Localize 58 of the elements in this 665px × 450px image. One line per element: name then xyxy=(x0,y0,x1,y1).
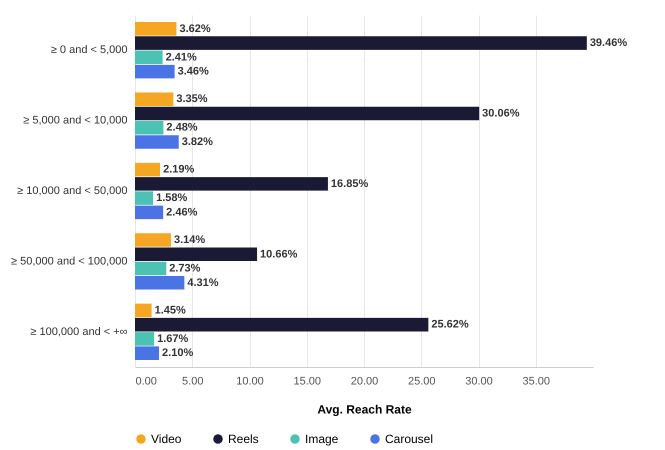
legend-label: Reels xyxy=(228,432,259,446)
x-tick-label: 10.00 xyxy=(236,376,264,388)
data-label: 1.45% xyxy=(154,304,186,316)
y-tick-label: ≥ 50,000 and < 100,000 xyxy=(11,255,128,268)
data-label: 2.19% xyxy=(163,164,194,176)
x-tick-label: 20.00 xyxy=(350,376,378,388)
y-tick-label: ≥ 10,000 and < 50,000 xyxy=(17,185,128,197)
bar xyxy=(135,50,163,64)
bar xyxy=(135,64,175,78)
x-tick-label: 30.00 xyxy=(465,376,493,388)
x-axis-title: Avg. Reach Rate xyxy=(317,402,412,416)
data-label: 30.06% xyxy=(482,107,520,120)
data-label: 3.46% xyxy=(178,66,210,78)
bar xyxy=(135,22,176,36)
data-label: 1.58% xyxy=(156,192,188,204)
data-label: 10.66% xyxy=(260,248,298,260)
data-label: 3.62% xyxy=(179,22,211,35)
bar xyxy=(135,276,184,290)
bar xyxy=(135,233,171,247)
data-label: 16.85% xyxy=(330,178,368,190)
data-label: 3.35% xyxy=(176,93,208,106)
y-tick-label: ≥ 5,000 and < 10,000 xyxy=(23,114,128,127)
y-tick-label: ≥ 100,000 and < +∞ xyxy=(30,326,128,338)
legend-label: Carousel xyxy=(385,432,434,446)
legend-label: Image xyxy=(305,432,339,446)
x-tick-label: 5.00 xyxy=(182,376,204,388)
data-label: 2.48% xyxy=(166,122,198,134)
data-label: 3.82% xyxy=(182,136,214,148)
x-tick-label: 25.00 xyxy=(408,376,436,388)
bar xyxy=(135,206,164,220)
bar xyxy=(135,346,160,360)
data-label: 3.14% xyxy=(174,234,206,246)
x-tick-label: 35.00 xyxy=(522,376,550,388)
bar xyxy=(135,36,587,50)
data-label: 2.10% xyxy=(162,347,194,360)
data-label: 4.31% xyxy=(187,276,219,289)
bar xyxy=(135,177,328,191)
data-label: 2.46% xyxy=(166,206,198,218)
data-label: 39.46% xyxy=(590,37,628,50)
y-tick-label: ≥ 0 and < 5,000 xyxy=(50,44,128,56)
bar xyxy=(135,120,164,134)
bar xyxy=(135,191,154,205)
bar xyxy=(135,318,428,332)
bar xyxy=(135,304,152,318)
bar xyxy=(135,106,480,120)
legend-label: Video xyxy=(151,432,182,446)
bar xyxy=(135,162,160,176)
data-label: 1.67% xyxy=(157,332,189,345)
data-label: 2.73% xyxy=(169,262,201,275)
bar xyxy=(135,135,179,149)
bar xyxy=(135,92,174,106)
x-tick-label: 15.00 xyxy=(293,376,322,388)
bar xyxy=(135,262,166,276)
data-label: 25.62% xyxy=(431,318,469,331)
bar xyxy=(135,248,258,262)
x-tick-label: 0.00 xyxy=(136,376,157,388)
bar xyxy=(135,332,154,346)
data-label: 2.41% xyxy=(166,51,198,64)
